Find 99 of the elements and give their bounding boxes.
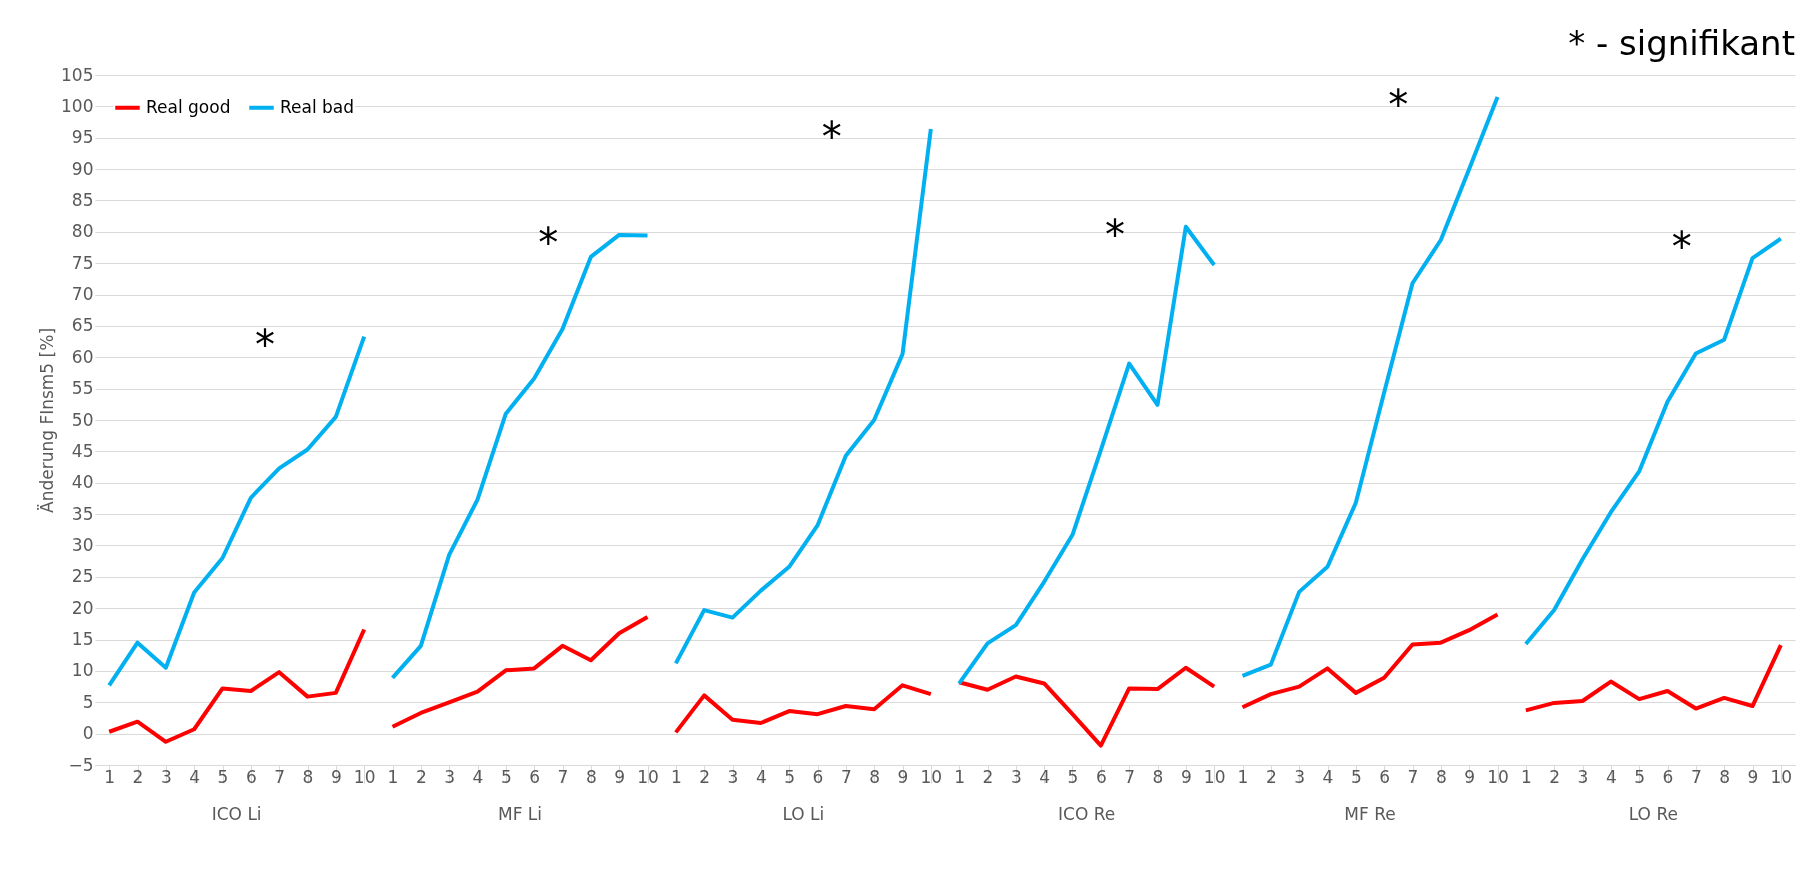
x-tick-label: 8 [585,766,597,787]
x-tick-label: 5 [784,766,796,787]
text: MF Li [497,804,543,824]
y-tick-label: 50 [71,409,94,430]
y-tick-label: 5 [82,691,94,712]
x-tick-label: 4 [755,766,767,787]
annotation: * [538,219,559,266]
x-tick-label: 7 [840,766,852,787]
y-tick-label: 20 [71,597,94,618]
x-tick-label: 4 [472,766,484,787]
y-tick-label: 100 [61,95,94,116]
text: ICO Re [1058,804,1116,824]
x-tick-label: 10 [637,766,659,787]
y-tick-label: 15 [71,629,94,650]
x-tick-label: 1 [1237,766,1249,787]
x-tick-label: 1 [387,766,399,787]
text: MF Re [1344,804,1396,824]
x-tick-label: 7 [1690,766,1702,787]
x-tick-label: 5 [1634,766,1646,787]
x-tick-label: 7 [1124,766,1136,787]
chart-title: * - signifikant [1568,23,1795,63]
text: LO Li [782,804,825,824]
x-tick-label: 10 [920,766,943,787]
x-tick-label: 2 [415,766,427,787]
x-tick-label: 2 [982,766,994,787]
x-tick-label: 3 [444,766,456,787]
x-tick-label: 2 [699,766,711,787]
x-tick-label: 1 [1520,766,1532,787]
x-tick-label: 6 [812,766,824,787]
annotation: * [255,321,275,368]
x-tick-label: 9 [1464,766,1476,787]
x-tick-label: 3 [160,766,172,787]
x-tick-label: 9 [330,766,342,787]
x-tick-label: 6 [245,766,257,787]
x-tick-label: 6 [1662,766,1674,787]
text: LO Re [1628,804,1678,824]
x-tick-label: 5 [500,766,512,787]
x-tick-label: 4 [189,766,201,787]
y-axis-title: Änderung FInsm5 [%] [37,327,58,514]
y-tick-label: 90 [71,158,94,179]
x-tick-label: 10 [1487,766,1509,787]
x-tick-label: 8 [869,766,881,787]
x-tick-label: 3 [1294,766,1306,787]
y-tick-label: 95 [71,127,94,148]
x-tick-label: 6 [529,766,541,787]
y-tick-label: 85 [71,189,94,210]
x-tick-label: 3 [727,766,739,787]
x-tick-label: 8 [302,766,314,787]
x-tick-label: 4 [1605,766,1617,787]
legend-label: Real bad [280,96,355,117]
x-tick-label: 9 [1747,766,1759,787]
x-tick-label: 1 [954,766,966,787]
x-tick-label: 6 [1095,766,1107,787]
x-tick-label: 5 [1350,766,1362,787]
y-tick-label: 80 [71,221,94,242]
y-tick-label: 40 [71,472,94,493]
y-tick-label: 30 [71,534,94,555]
x-tick-label: 2 [1549,766,1561,787]
y-tick-label: 0 [82,723,94,744]
x-tick-label: 8 [1152,766,1164,787]
x-tick-label: 9 [614,766,626,787]
text: ICO Li [211,804,262,824]
x-tick-label: 8 [1719,766,1731,787]
annotation: * [1388,81,1409,128]
x-tick-label: 4 [1039,766,1051,787]
x-tick-label: 2 [1265,766,1277,787]
x-tick-label: 5 [1067,766,1079,787]
x-tick-label: 7 [274,766,286,787]
x-tick-label: 8 [1435,766,1447,787]
x-tick-label: 1 [670,766,682,787]
x-tick-label: 9 [897,766,909,787]
x-tick-label: 7 [1407,766,1419,787]
y-tick-label: 25 [71,566,94,587]
y-tick-label: 55 [71,378,94,399]
y-tick-label: 65 [71,315,94,336]
y-tick-label: 60 [71,346,94,367]
y-tick-label: 105 [61,64,94,85]
y-tick-label: 45 [71,440,94,461]
x-tick-label: 10 [1770,766,1793,787]
annotation: * [1671,223,1692,270]
x-tick-label: 6 [1379,766,1391,787]
x-tick-label: 10 [353,766,376,787]
x-tick-label: 3 [1577,766,1589,787]
y-tick-label: 75 [71,252,94,273]
x-tick-label: 4 [1322,766,1334,787]
x-tick-label: 1 [104,766,116,787]
y-tick-label: 35 [71,503,94,524]
y-tick-label: −5 [68,754,94,775]
y-tick-label: 70 [71,284,94,305]
annotation: * [821,113,842,160]
legend-label: Real good [146,96,231,117]
x-tick-label: 7 [557,766,569,787]
x-tick-label: 9 [1180,766,1192,787]
y-tick-label: 10 [71,660,94,681]
x-tick-label: 2 [132,766,144,787]
x-tick-label: 3 [1010,766,1022,787]
annotation: * [1105,211,1125,258]
x-tick-label: 5 [217,766,229,787]
x-tick-label: 10 [1203,766,1226,787]
